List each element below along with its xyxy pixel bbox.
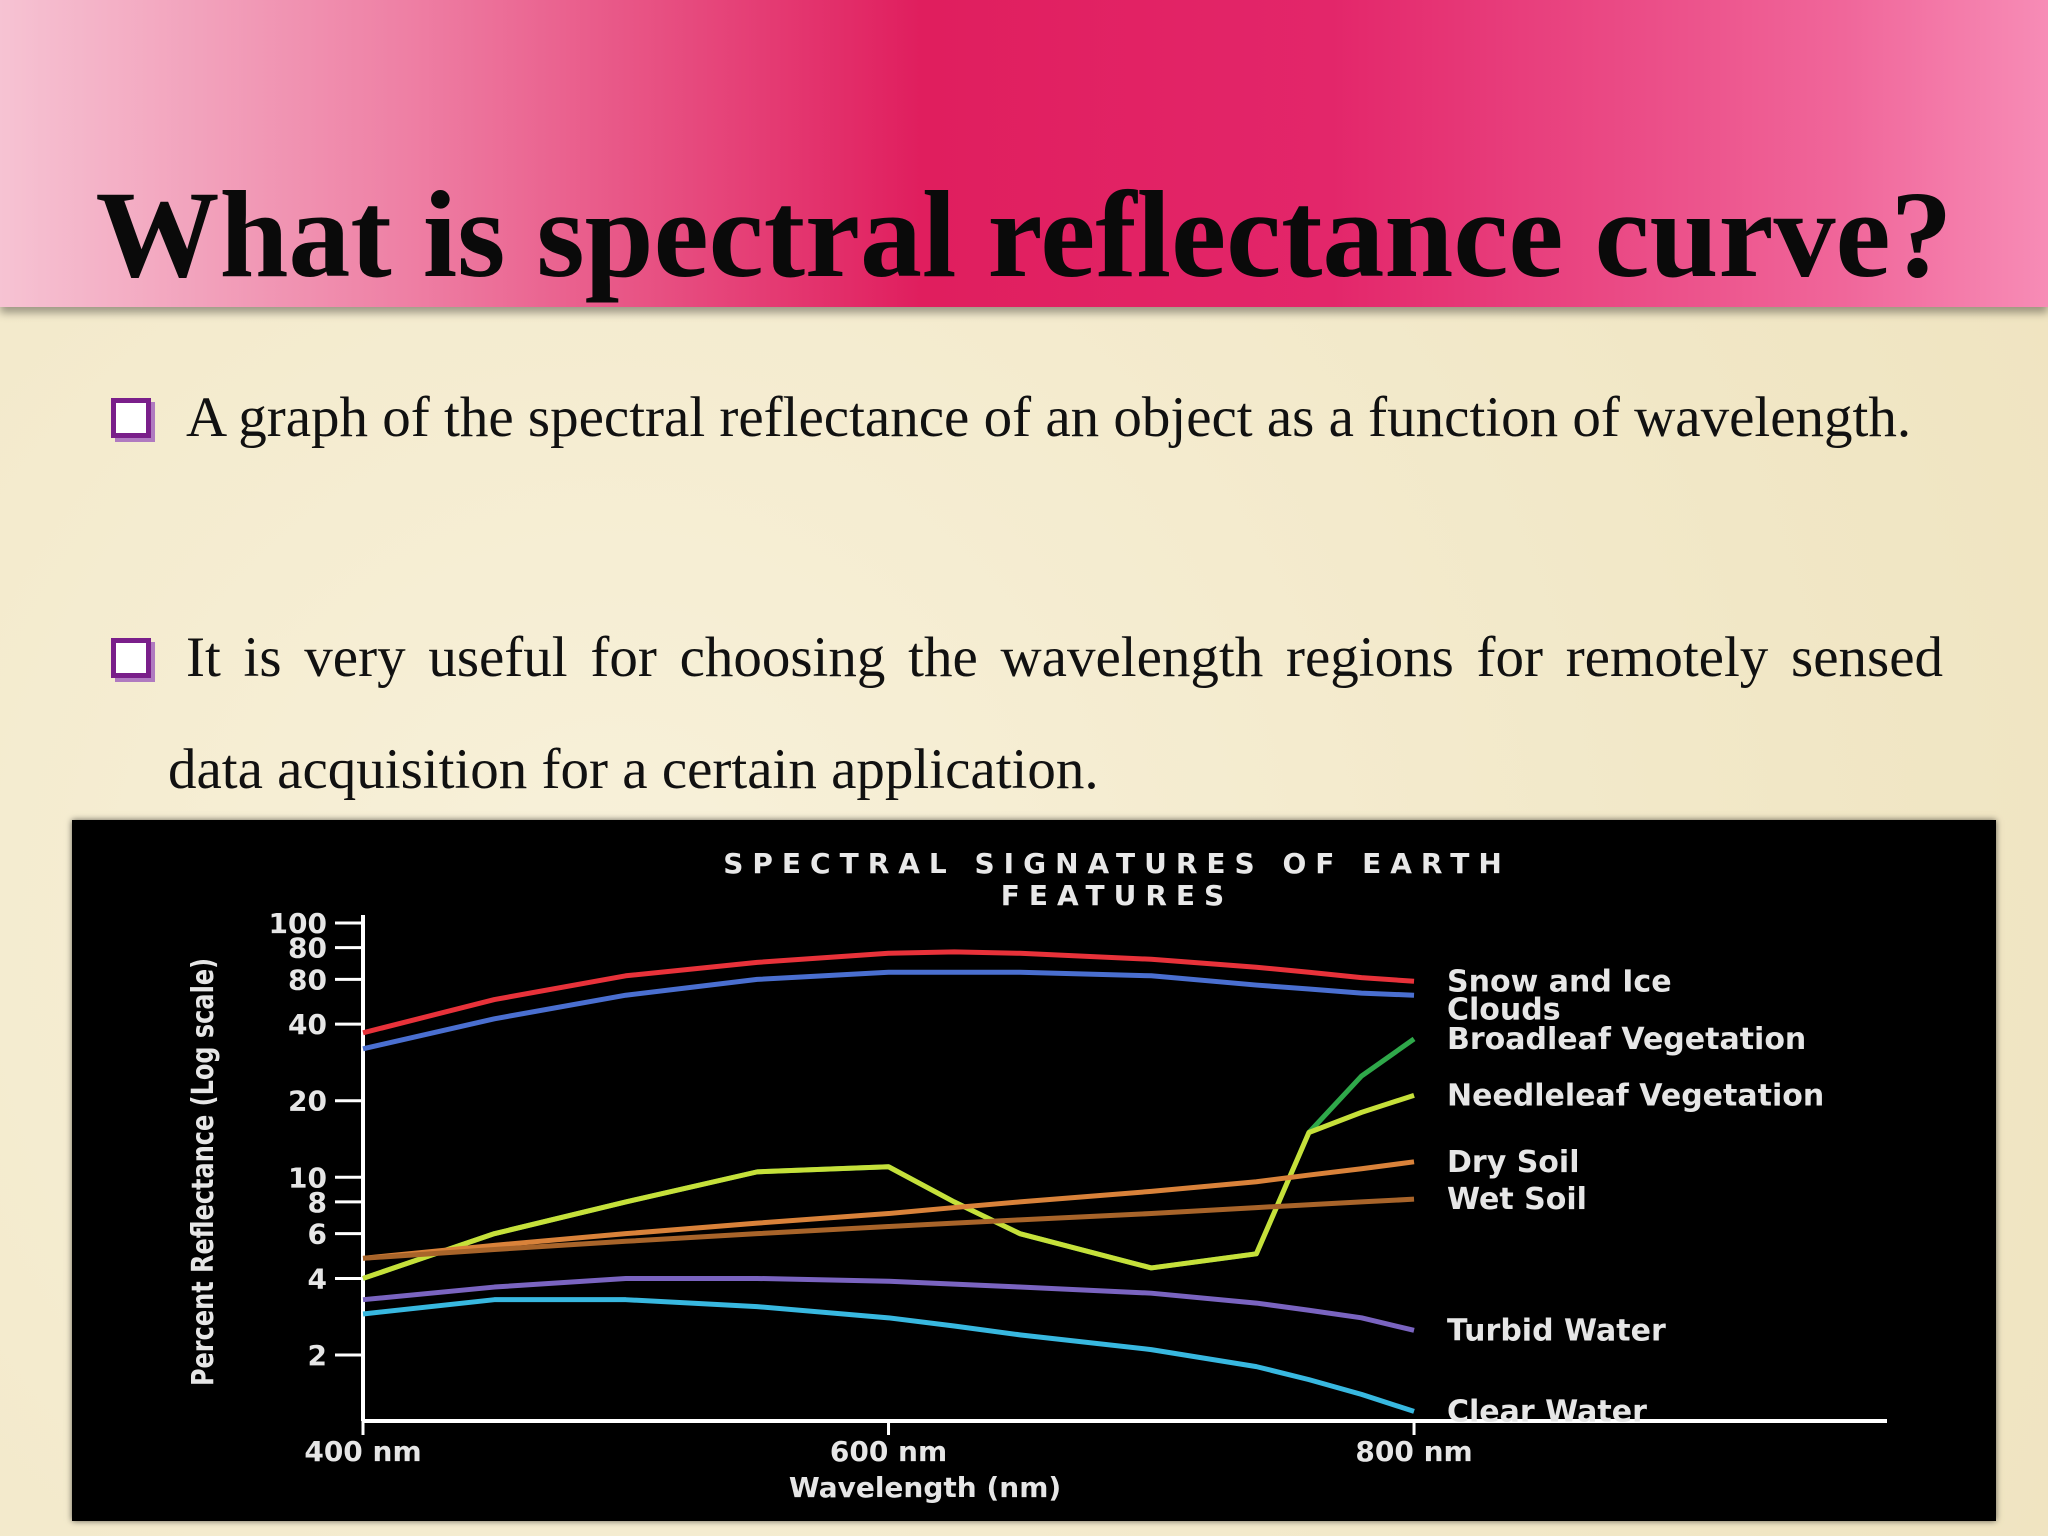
- series-line: [362, 1092, 1415, 1281]
- bullet-text: A graph of the spectral reflectance of a…: [186, 386, 1912, 449]
- x-axis-label: Wavelength (nm): [789, 1471, 1061, 1504]
- y-tick-label: 8: [308, 1186, 327, 1219]
- y-tick-label: 40: [288, 1008, 327, 1041]
- y-tick-label: 2: [308, 1339, 327, 1372]
- x-tick-label: 600 nm: [830, 1435, 947, 1468]
- bullet-icon: [111, 398, 151, 438]
- legend-label: Turbid Water: [1447, 1313, 1666, 1348]
- legend-label: Clouds: [1447, 992, 1561, 1027]
- y-tick-label: 100: [269, 907, 327, 940]
- y-axis-label: Percent Reflectance (Log scale): [186, 958, 220, 1386]
- bullet-icon: [111, 638, 151, 678]
- y-tick-label: 10: [288, 1161, 327, 1194]
- series-line: [362, 1196, 1415, 1261]
- slide-title: What is spectral reflectance curve?: [95, 166, 1953, 303]
- y-tick-label: 80: [288, 963, 327, 996]
- legend-label: Broadleaf Vegetation: [1447, 1022, 1806, 1057]
- header-band: [0, 0, 2048, 307]
- legend-label: Needleleaf Vegetation: [1447, 1078, 1824, 1113]
- chart-panel: SPECTRAL SIGNATURES OF EARTH FEATURES 10…: [72, 820, 1996, 1521]
- series-line: [362, 949, 1415, 1036]
- y-tick-label: 4: [308, 1262, 327, 1295]
- bullet-text: It is very useful for choosing the wavel…: [168, 626, 1943, 801]
- y-tick-label: 20: [288, 1085, 327, 1118]
- y-tick-label: 6: [308, 1218, 327, 1251]
- series-line: [362, 1297, 1415, 1414]
- y-tick-label: 80: [288, 932, 327, 965]
- series-line: [362, 969, 1415, 1052]
- x-tick-label: 400 nm: [304, 1435, 421, 1468]
- series-line: [362, 1159, 1415, 1261]
- legend-label: Dry Soil: [1447, 1145, 1579, 1180]
- legend-label: Wet Soil: [1447, 1182, 1587, 1217]
- legend-label: Snow and Ice: [1447, 964, 1672, 999]
- chart-title: SPECTRAL SIGNATURES OF EARTH FEATURES: [723, 847, 1511, 912]
- legend-label: Clear Water: [1447, 1394, 1647, 1429]
- series-line: [362, 1275, 1415, 1333]
- x-tick-label: 800 nm: [1355, 1435, 1472, 1468]
